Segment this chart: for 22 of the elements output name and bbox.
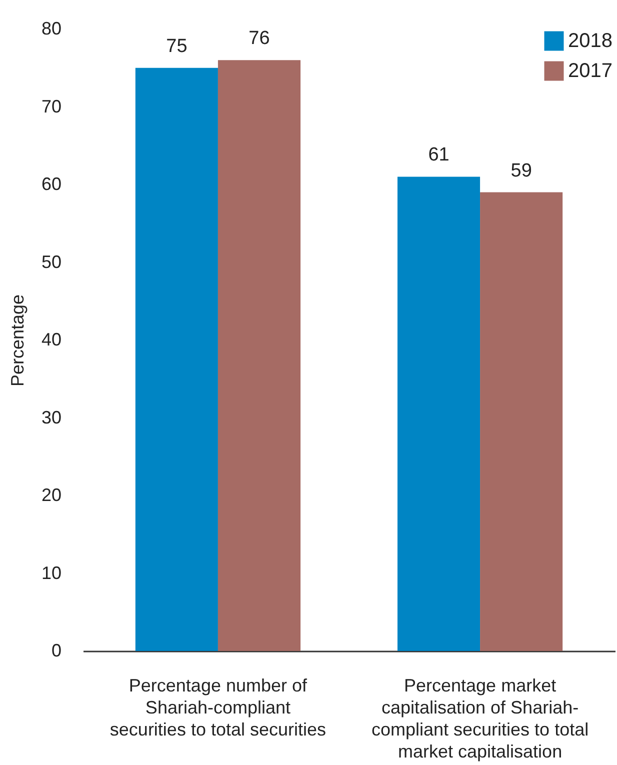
bar bbox=[397, 176, 480, 651]
data-label: 75 bbox=[166, 36, 188, 57]
data-label: 61 bbox=[428, 144, 450, 166]
y-tick-label: 0 bbox=[51, 640, 62, 660]
x-tick-label: Percentage number of Shariah-compliant securities to total securities bbox=[110, 676, 326, 740]
y-tick-label: 30 bbox=[41, 407, 62, 428]
legend-label: 2018 bbox=[568, 30, 612, 52]
y-tick-label: 10 bbox=[41, 562, 62, 583]
y-tick-label: 60 bbox=[41, 174, 62, 194]
y-tick-label: 70 bbox=[41, 96, 62, 116]
y-tick-label: 20 bbox=[41, 485, 62, 505]
data-label: 59 bbox=[510, 160, 532, 182]
legend-label: 2017 bbox=[568, 60, 612, 82]
bar bbox=[135, 68, 218, 651]
y-tick-label: 50 bbox=[41, 252, 62, 272]
data-label: 76 bbox=[248, 28, 270, 50]
y-tick-label: 80 bbox=[41, 18, 62, 38]
bar bbox=[480, 192, 563, 651]
y-axis-title: Percentage bbox=[7, 294, 28, 387]
y-tick-label: 40 bbox=[41, 330, 62, 350]
bar bbox=[218, 60, 301, 651]
x-tick-label: Percentage market capitalisation of Shariah-compliant securities to total market capitalisation bbox=[371, 676, 589, 762]
